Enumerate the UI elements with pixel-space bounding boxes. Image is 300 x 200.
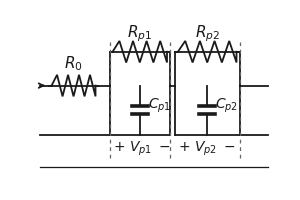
Text: $R_{p1}$: $R_{p1}$ bbox=[127, 23, 152, 44]
Text: $C_{p1}$: $C_{p1}$ bbox=[148, 96, 171, 115]
Text: $C_{p2}$: $C_{p2}$ bbox=[215, 96, 238, 115]
Text: $+\ V_{p1}\ -$: $+\ V_{p1}\ -$ bbox=[113, 140, 171, 158]
Text: $R_{p2}$: $R_{p2}$ bbox=[195, 23, 220, 44]
Text: $+\ V_{p2}\ -$: $+\ V_{p2}\ -$ bbox=[178, 140, 236, 158]
Text: $R_0$: $R_0$ bbox=[64, 55, 83, 73]
